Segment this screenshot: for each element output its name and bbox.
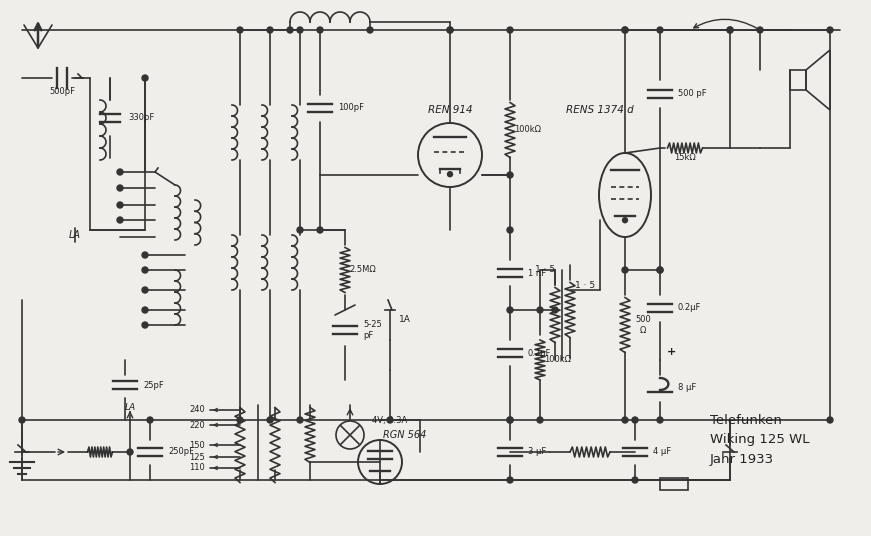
Circle shape: [727, 27, 733, 33]
Circle shape: [448, 172, 453, 177]
Circle shape: [317, 27, 323, 33]
Circle shape: [267, 417, 273, 423]
Circle shape: [117, 217, 123, 223]
Text: 125: 125: [189, 452, 205, 461]
Circle shape: [117, 185, 123, 191]
Circle shape: [507, 27, 513, 33]
Text: REN 914: REN 914: [428, 105, 472, 115]
Text: 330pF: 330pF: [128, 114, 154, 123]
Text: 150: 150: [189, 441, 205, 450]
Text: 1A: 1A: [399, 316, 411, 324]
Circle shape: [622, 27, 628, 33]
Circle shape: [632, 417, 638, 423]
Text: 220: 220: [189, 421, 205, 429]
Circle shape: [117, 202, 123, 208]
Text: 500
Ω: 500 Ω: [635, 315, 651, 334]
Text: 8 μF: 8 μF: [678, 383, 696, 392]
Circle shape: [447, 27, 453, 33]
Circle shape: [757, 27, 763, 33]
Circle shape: [827, 27, 833, 33]
Bar: [790, 70, 806, 90]
Text: 15kΩ: 15kΩ: [674, 153, 696, 162]
Circle shape: [657, 267, 663, 273]
Circle shape: [657, 417, 663, 423]
Circle shape: [657, 27, 663, 33]
Circle shape: [19, 417, 25, 423]
Circle shape: [623, 218, 627, 222]
Circle shape: [507, 417, 513, 423]
Text: RENS 1374 d: RENS 1374 d: [566, 105, 634, 115]
Circle shape: [237, 417, 243, 423]
Text: 1 · 5: 1 · 5: [535, 265, 555, 274]
Circle shape: [507, 307, 513, 313]
Text: 4 μF: 4 μF: [653, 448, 672, 457]
Circle shape: [537, 417, 543, 423]
Text: +: +: [667, 347, 677, 357]
Text: 4V, 0.3A: 4V, 0.3A: [373, 415, 408, 425]
Text: 0.2μF: 0.2μF: [678, 303, 701, 312]
Text: 25pF: 25pF: [143, 381, 164, 390]
Circle shape: [537, 307, 543, 313]
Text: 100kΩ: 100kΩ: [515, 125, 542, 135]
Circle shape: [142, 322, 148, 328]
Circle shape: [142, 287, 148, 293]
Circle shape: [622, 27, 628, 33]
Text: 500pF: 500pF: [49, 87, 75, 96]
Circle shape: [287, 27, 293, 33]
Circle shape: [367, 27, 373, 33]
Circle shape: [147, 417, 153, 423]
Text: 3 μF: 3 μF: [528, 448, 546, 457]
Circle shape: [657, 267, 663, 273]
Circle shape: [622, 267, 628, 273]
Text: 5-25
pF: 5-25 pF: [363, 321, 381, 340]
Text: 0.2μF: 0.2μF: [528, 348, 551, 358]
Circle shape: [727, 27, 733, 33]
Circle shape: [447, 27, 453, 33]
Circle shape: [237, 27, 243, 33]
Text: LA: LA: [125, 404, 136, 413]
Text: 100kΩ: 100kΩ: [544, 355, 571, 364]
Circle shape: [117, 169, 123, 175]
Circle shape: [142, 75, 148, 81]
Circle shape: [507, 227, 513, 233]
Text: LA: LA: [69, 230, 81, 240]
Text: 250pF: 250pF: [168, 448, 194, 457]
Circle shape: [552, 307, 558, 313]
Circle shape: [827, 417, 833, 423]
Text: 2.5MΩ: 2.5MΩ: [349, 265, 376, 274]
Circle shape: [142, 267, 148, 273]
Circle shape: [387, 417, 393, 423]
Text: 240: 240: [189, 406, 205, 414]
Circle shape: [507, 172, 513, 178]
Circle shape: [507, 477, 513, 483]
Circle shape: [632, 477, 638, 483]
Circle shape: [142, 307, 148, 313]
Circle shape: [297, 27, 303, 33]
Circle shape: [127, 449, 133, 455]
Text: RGN 564: RGN 564: [383, 430, 427, 440]
Circle shape: [267, 27, 273, 33]
Text: 500 pF: 500 pF: [678, 90, 706, 99]
Text: 110: 110: [189, 464, 205, 473]
Text: 1 · 5: 1 · 5: [575, 280, 595, 289]
Text: Telefunken
Wiking 125 WL
Jahr 1933: Telefunken Wiking 125 WL Jahr 1933: [710, 414, 809, 465]
Circle shape: [507, 417, 513, 423]
Circle shape: [297, 417, 303, 423]
Text: 100pF: 100pF: [338, 103, 364, 113]
Circle shape: [622, 417, 628, 423]
Circle shape: [297, 227, 303, 233]
Text: 1 nF: 1 nF: [528, 269, 546, 278]
Circle shape: [317, 227, 323, 233]
Circle shape: [142, 252, 148, 258]
Bar: [660, 478, 688, 490]
